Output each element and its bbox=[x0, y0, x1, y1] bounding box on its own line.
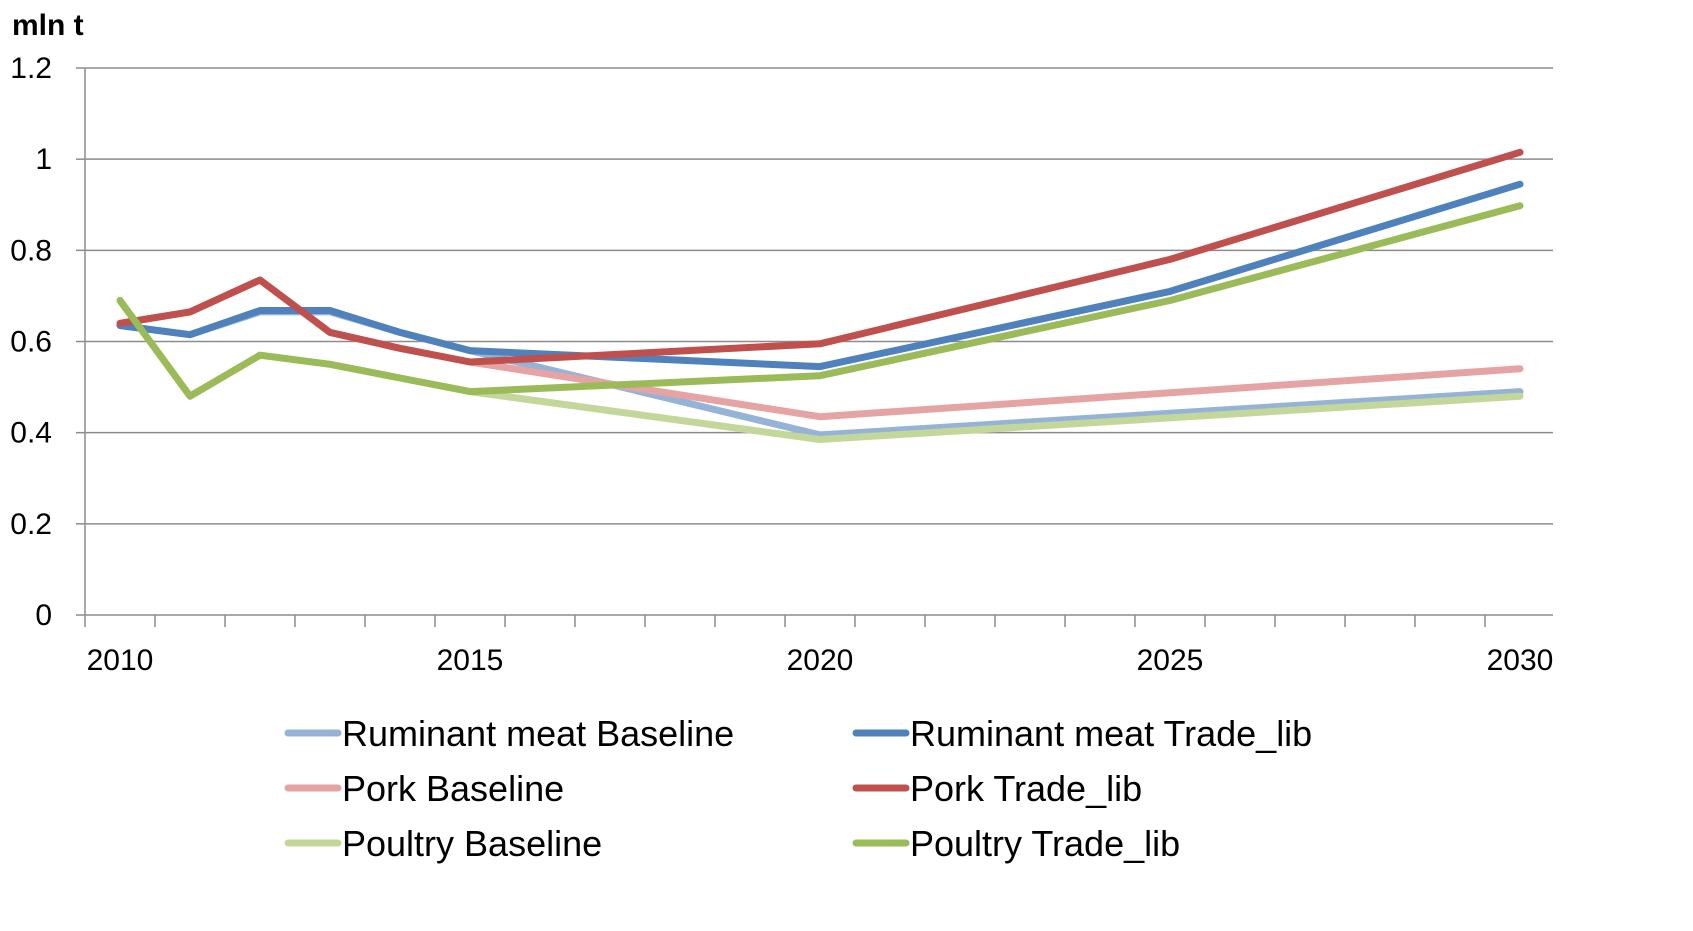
legend: Ruminant meat Baseline Ruminant meat Trad… bbox=[284, 713, 1312, 864]
x-tick-label: 2010 bbox=[87, 644, 154, 677]
y-tick-label: 0.4 bbox=[10, 417, 52, 450]
x-axis: 2010 2015 2020 2025 2030 bbox=[84, 614, 1554, 677]
legend-label-pork-baseline: Pork Baseline bbox=[342, 768, 564, 809]
x-tick-label: 2020 bbox=[787, 644, 854, 677]
legend-label-poultry-trade-lib: Poultry Trade_lib bbox=[910, 823, 1180, 864]
x-tick-label: 2030 bbox=[1487, 644, 1554, 677]
series-line-poultry-trade-lib bbox=[116, 202, 1524, 400]
x-tick-label: 2025 bbox=[1137, 644, 1204, 677]
legend-label-ruminant-meat-trade-lib: Ruminant meat Trade_lib bbox=[910, 713, 1312, 754]
legend-label-ruminant-meat-baseline: Ruminant meat Baseline bbox=[342, 713, 734, 754]
y-tick-label: 0.8 bbox=[10, 234, 52, 267]
series-line-pork-baseline bbox=[116, 276, 1524, 421]
legend-label-poultry-baseline: Poultry Baseline bbox=[342, 823, 602, 864]
gridlines bbox=[85, 67, 1553, 525]
y-axis-unit-label: mln t bbox=[12, 9, 84, 42]
y-tick-label: 1.2 bbox=[10, 52, 52, 85]
series-lines bbox=[116, 148, 1524, 443]
y-tick-label: 0.2 bbox=[10, 508, 52, 541]
y-axis-ticks: 0 0.2 0.4 0.6 0.8 1 1.2 bbox=[10, 52, 86, 632]
legend-label-pork-trade-lib: Pork Trade_lib bbox=[910, 768, 1142, 809]
y-tick-label: 1 bbox=[35, 143, 52, 176]
y-tick-label: 0.6 bbox=[10, 326, 52, 359]
series-line-ruminant-meat-trade-lib bbox=[116, 180, 1524, 371]
series-line-pork-trade-lib bbox=[116, 148, 1524, 366]
y-tick-label: 0 bbox=[35, 599, 52, 632]
x-tick-label: 2015 bbox=[437, 644, 504, 677]
